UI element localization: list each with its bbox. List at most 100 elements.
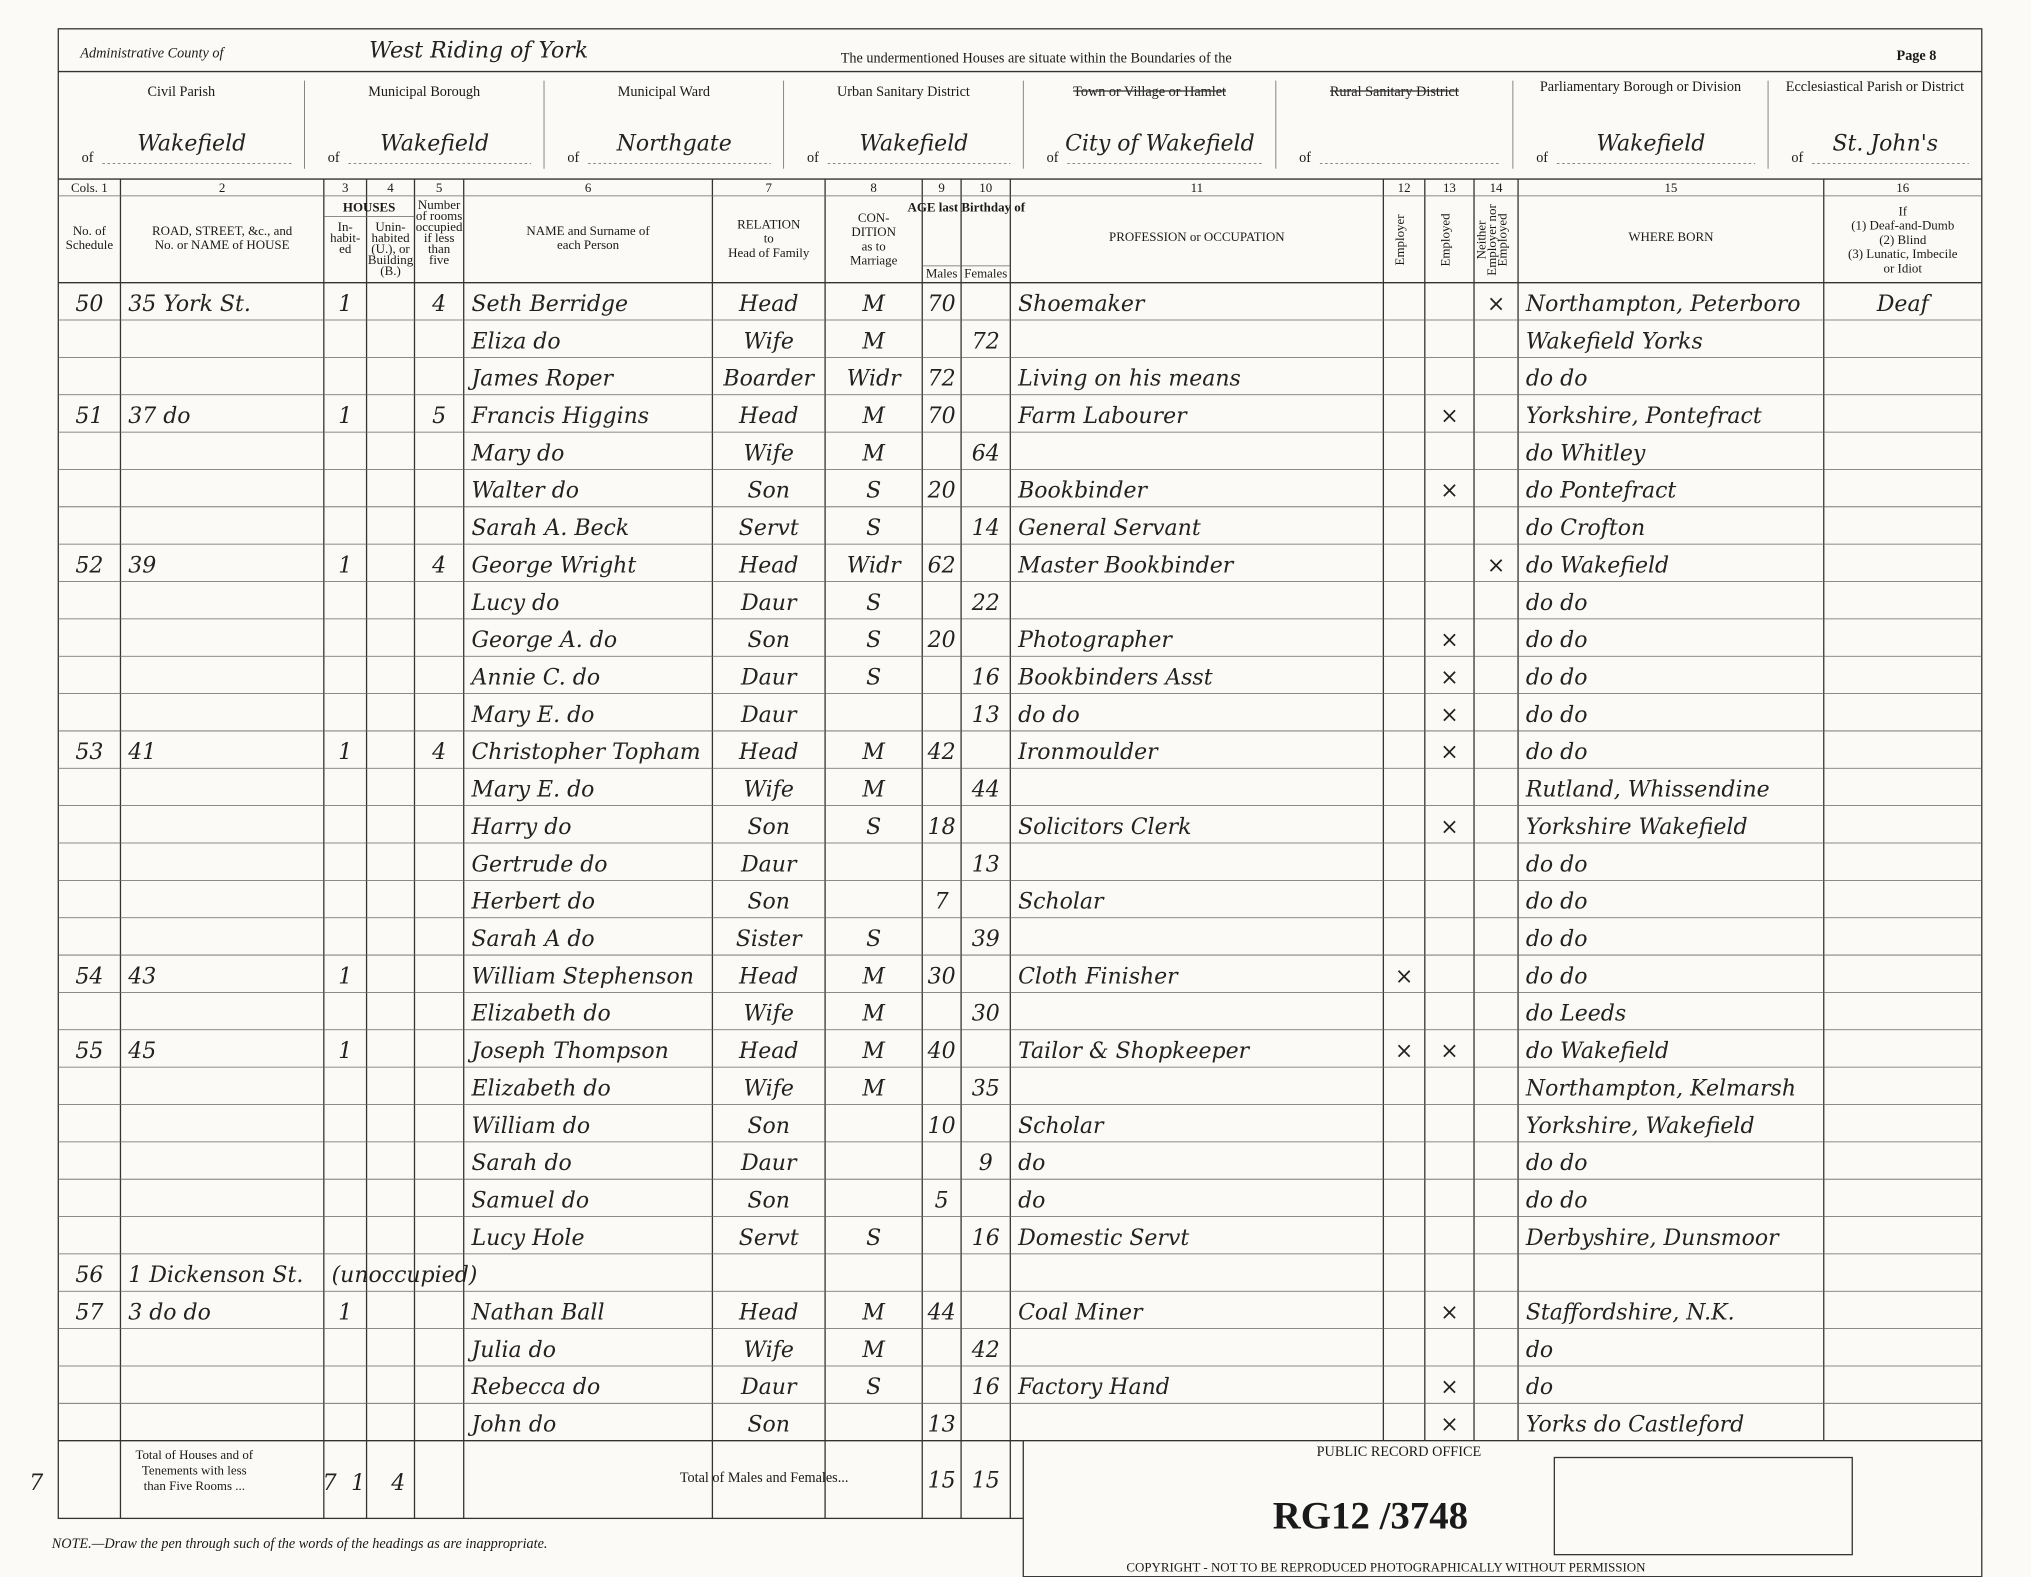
stamp-copyright: COPYRIGHT - NOT TO BE REPRODUCED PHOTOGR…: [1126, 1559, 1646, 1574]
cell: Sarah do: [471, 1151, 571, 1176]
cell: ×: [1440, 740, 1458, 765]
cell: M: [861, 404, 885, 429]
totals-value: 15: [972, 1468, 1000, 1493]
cell: M: [861, 1076, 885, 1101]
cell: do do: [1526, 1188, 1588, 1213]
cell: Daur: [740, 1375, 798, 1400]
cell: Sarah A do: [471, 927, 594, 952]
cell: Yorkshire, Wakefield: [1526, 1114, 1755, 1139]
cell: Mary do: [470, 441, 564, 466]
cell: ×: [1487, 553, 1505, 578]
district-label: Civil Parish: [148, 84, 216, 100]
cell: Ironmoulder: [1017, 740, 1159, 765]
cell: Julia do: [467, 1338, 555, 1363]
cell: do do: [1526, 628, 1588, 653]
cell: Lucy do: [470, 591, 559, 616]
cell: ×: [1440, 815, 1458, 840]
cell: ×: [1440, 1375, 1458, 1400]
cell: M: [861, 329, 885, 354]
cell: George A. do: [471, 628, 617, 653]
cell: Rutland, Whissendine: [1525, 778, 1770, 803]
cell: 39: [972, 927, 1000, 952]
cell: Lucy Hole: [470, 1226, 584, 1251]
group-heading: HOUSES: [343, 199, 396, 214]
cell: do do: [1526, 890, 1588, 915]
column-heading: Employer nor: [1484, 204, 1499, 276]
county-value: West Riding of York: [369, 38, 588, 63]
column-heading: Unin-: [375, 219, 405, 234]
cell: Yorkshire Wakefield: [1526, 815, 1748, 840]
cell: Annie C. do: [469, 666, 600, 691]
column-heading: to: [764, 231, 774, 246]
cell: 5: [432, 404, 446, 429]
district-label: Municipal Borough: [368, 84, 480, 100]
cell: S: [866, 666, 881, 691]
cell: 4: [431, 740, 446, 765]
cell: Northampton, Peterboro: [1525, 292, 1801, 317]
cell: Rebecca do: [470, 1375, 600, 1400]
cell: 20: [927, 479, 956, 504]
district-label: Town or Village or Hamlet: [1073, 84, 1226, 100]
district-label: Rural Sanitary District: [1330, 84, 1459, 100]
totals-label: than Five Rooms ...: [144, 1478, 245, 1493]
cell: 5: [935, 1188, 949, 1213]
cell: Derbyshire, Dunsmoor: [1525, 1226, 1780, 1251]
cell: Servt: [739, 516, 799, 541]
cell: 62: [928, 553, 956, 578]
cell: Wife: [744, 778, 794, 803]
column-number: 13: [1443, 180, 1456, 195]
group-heading: AGE last Birthday of: [908, 199, 1026, 214]
cell: do Crofton: [1526, 516, 1645, 541]
column-heading: In-: [338, 219, 353, 234]
cell: 16: [972, 1226, 1000, 1251]
cell: 18: [928, 815, 956, 840]
column-number: 12: [1398, 180, 1411, 195]
district-prefix: of: [82, 150, 94, 166]
column-heading: habited: [371, 230, 410, 245]
cell: ×: [1440, 1301, 1458, 1326]
cell: Wife: [744, 441, 794, 466]
cell: Seth Berridge: [471, 292, 628, 317]
cell: Photographer: [1017, 628, 1173, 653]
cell: Deaf: [1876, 292, 1933, 317]
cell: M: [861, 1039, 885, 1064]
cell: Widr: [847, 367, 902, 392]
cell: 1: [338, 740, 352, 765]
cell: Coal Miner: [1018, 1301, 1144, 1326]
district-label: Ecclesiastical Parish or District: [1786, 79, 1964, 95]
cell: Bookbinder: [1017, 479, 1148, 504]
cell: 3 do do: [128, 1301, 211, 1326]
column-heading: PROFESSION or OCCUPATION: [1109, 229, 1285, 244]
column-number: 2: [219, 180, 225, 195]
cell: Elizabeth do: [470, 1076, 610, 1101]
cell: do Wakefield: [1526, 1039, 1669, 1064]
column-number: 3: [342, 180, 348, 195]
cell: Walter do: [471, 479, 579, 504]
stamp-box: [1022, 1440, 1983, 1577]
column-number: 4: [387, 180, 394, 195]
column-heading: five: [429, 252, 449, 267]
cell: 1: [338, 292, 352, 317]
sheet-border: [57, 28, 1983, 1520]
cell: do do: [1526, 367, 1588, 392]
cell: 14: [972, 516, 1000, 541]
column-heading: than: [428, 241, 451, 256]
cell: Mary E. do: [470, 703, 594, 728]
column-heading: (2) Blind: [1879, 232, 1927, 247]
cell: S: [866, 516, 881, 541]
stamp-reference: RG12 /3748: [1273, 1495, 1468, 1538]
cell: (unoccupied): [332, 1263, 478, 1288]
cell: 52: [75, 553, 103, 578]
cell: James Roper: [467, 367, 614, 392]
totals-value: 1: [351, 1471, 365, 1496]
cell: ×: [1440, 703, 1458, 728]
cell: 35 York St.: [128, 292, 251, 317]
cell: Sarah A. Beck: [471, 516, 629, 541]
cell: 13: [928, 1413, 956, 1438]
district-value: City of Wakefield: [1065, 132, 1255, 157]
cell: Head: [738, 740, 798, 765]
column-number: 6: [585, 180, 592, 195]
cell: Yorks do Castleford: [1526, 1413, 1744, 1438]
column-number: 10: [979, 180, 992, 195]
cell: 22: [971, 591, 1000, 616]
